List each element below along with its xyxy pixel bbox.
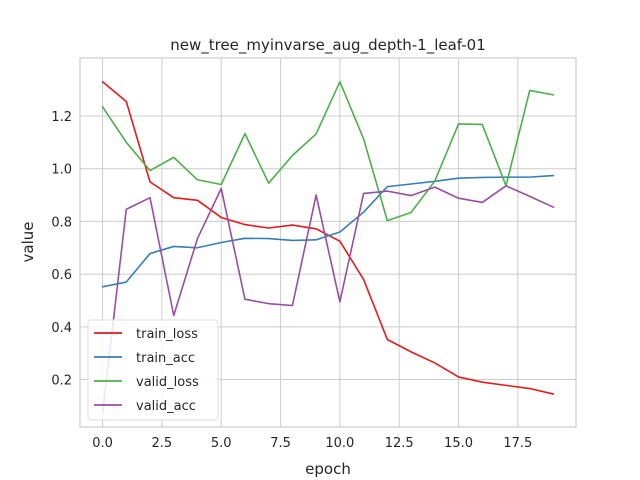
y-axis-label: value bbox=[19, 222, 37, 263]
series-line-valid-loss bbox=[101, 80, 555, 222]
x-tick-label: 2.5 bbox=[152, 436, 173, 451]
legend-label: valid_acc bbox=[136, 399, 196, 414]
x-axis-label: epoch bbox=[305, 460, 351, 478]
series-line-train-acc bbox=[101, 174, 555, 288]
legend-label: valid_loss bbox=[136, 375, 199, 390]
x-tick-label: 10.0 bbox=[325, 436, 354, 451]
y-tick-label: 0.6 bbox=[51, 268, 72, 283]
legend-label: train_acc bbox=[136, 351, 195, 366]
y-tick-label: 0.2 bbox=[51, 374, 72, 389]
legend: train_loss train_acc valid_loss valid_acc bbox=[87, 319, 219, 421]
x-tick-label: 15.0 bbox=[444, 436, 473, 451]
legend-box bbox=[87, 319, 219, 421]
plot-frame bbox=[79, 57, 577, 428]
y-tick-label: 1.0 bbox=[51, 163, 72, 178]
y-tick-label: 0.4 bbox=[51, 321, 72, 336]
legend-label: train_loss bbox=[136, 327, 198, 342]
x-tick-label: 7.5 bbox=[270, 436, 291, 451]
y-tick-label: 0.8 bbox=[51, 215, 72, 230]
x-tick-label: 12.5 bbox=[385, 436, 414, 451]
series-line-train-loss bbox=[101, 80, 555, 395]
x-tick-label: 5.0 bbox=[211, 436, 232, 451]
x-tick-label: 0.0 bbox=[92, 436, 113, 451]
series-line-valid-acc bbox=[101, 185, 555, 415]
chart-title: new_tree_myinvarse_aug_depth-1_leaf-01 bbox=[170, 36, 486, 55]
y-tick-label: 1.2 bbox=[51, 110, 72, 125]
x-tick-label: 17.5 bbox=[503, 436, 532, 451]
series-lines bbox=[101, 80, 555, 415]
x-tick-labels: 0.0 2.5 5.0 7.5 10.0 12.5 15.0 17.5 bbox=[92, 436, 532, 451]
y-tick-labels: 0.2 0.4 0.6 0.8 1.0 1.2 bbox=[51, 110, 72, 389]
